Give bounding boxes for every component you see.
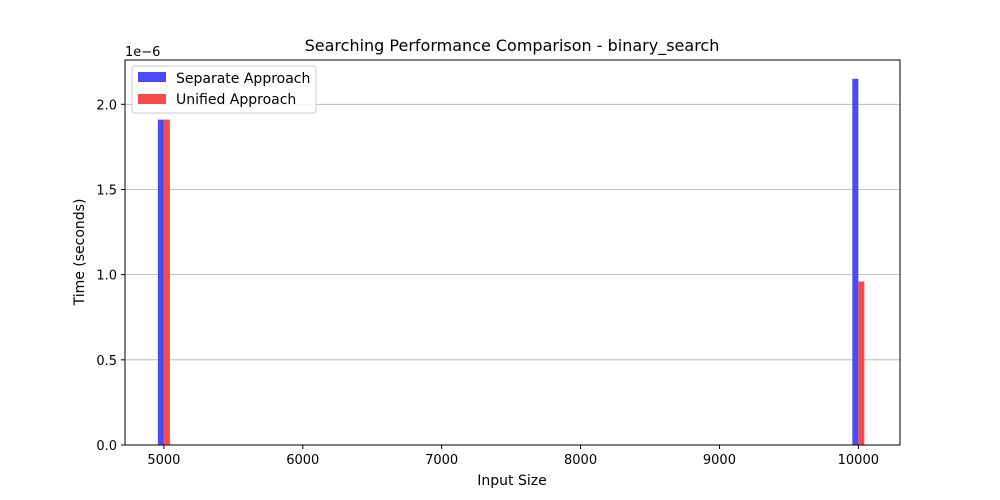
bars bbox=[157, 78, 865, 445]
legend-label-separate-approach: Separate Approach bbox=[176, 71, 310, 87]
y-axis-offset-label: 1e−6 bbox=[125, 45, 160, 60]
legend-swatch-separate-approach bbox=[138, 72, 166, 82]
x-tick-label-10000: 10000 bbox=[838, 453, 879, 468]
x-axis-label: Input Size bbox=[477, 473, 546, 489]
y-axis-ticks: 0.0 0.5 1.0 1.5 2.0 bbox=[96, 98, 125, 454]
plot-area-frame bbox=[124, 59, 901, 446]
y-tick-label-4: 2.0 bbox=[96, 98, 117, 113]
y-tick-label-1: 0.5 bbox=[96, 354, 117, 369]
y-tick-label-3: 1.5 bbox=[96, 183, 117, 198]
x-tick-label-5000: 5000 bbox=[147, 453, 180, 468]
legend-box bbox=[131, 65, 317, 114]
y-tick-label-0: 0.0 bbox=[96, 439, 117, 454]
x-tick-label-9000: 9000 bbox=[703, 453, 736, 468]
chart-title: Searching Performance Comparison - binar… bbox=[305, 36, 720, 56]
x-tick-label-8000: 8000 bbox=[564, 453, 597, 468]
bar-unified-approach-10000 bbox=[858, 281, 865, 445]
x-tick-label-6000: 6000 bbox=[286, 453, 319, 468]
bar-unified-approach-5000 bbox=[163, 119, 170, 445]
bar-separate-approach-10000 bbox=[852, 78, 859, 445]
legend: Separate Approach Unified Approach bbox=[131, 65, 317, 114]
y-axis-label: Time (seconds) bbox=[72, 199, 88, 307]
x-axis-ticks: 5000 6000 7000 8000 9000 10000 bbox=[147, 445, 879, 468]
y-tick-label-2: 1.0 bbox=[96, 269, 117, 284]
bar-separate-approach-5000 bbox=[157, 119, 164, 445]
x-tick-label-7000: 7000 bbox=[425, 453, 458, 468]
legend-label-unified-approach: Unified Approach bbox=[176, 92, 296, 108]
legend-swatch-unified-approach bbox=[138, 94, 166, 104]
